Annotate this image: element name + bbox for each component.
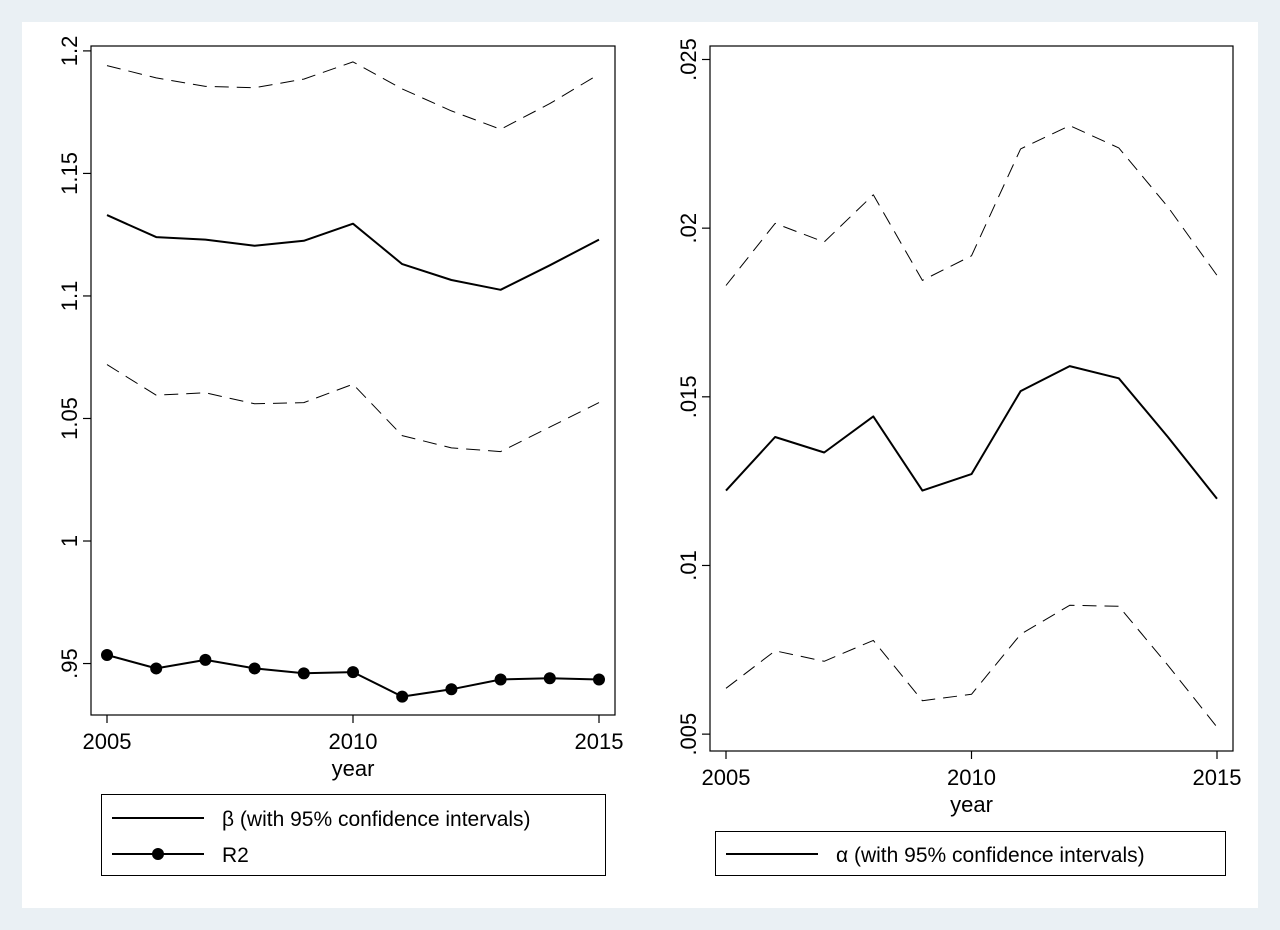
legend-entry-beta: β (with 95% confidence intervals) [102, 803, 605, 833]
y-tick-label: .95 [57, 648, 82, 679]
legend-left: β (with 95% confidence intervals) R2 [101, 794, 606, 876]
data-point [297, 667, 310, 680]
y-tick-label: .01 [676, 550, 701, 581]
data-point [593, 673, 605, 686]
y-tick-label: 1 [57, 535, 82, 547]
legend-right: α (with 95% confidence intervals) [715, 831, 1226, 876]
x-axis-label: year [332, 756, 375, 781]
legend-label-r2: R2 [222, 844, 249, 867]
series-ci-upper [106, 61, 600, 130]
legend-entry-r2: R2 [102, 839, 605, 869]
data-point [543, 672, 556, 685]
legend-key-line [112, 817, 204, 819]
legend-key-line-marker [112, 848, 204, 860]
chart-1: .95 1 1.05 1.1 1.15 1.2 2005 2010 2015 year [57, 36, 623, 781]
y-tick-label: .015 [676, 375, 701, 418]
x-tick-label: 2015 [575, 729, 624, 754]
y-tick-label: 1.1 [57, 281, 82, 312]
series-line-0 [106, 214, 600, 291]
data-point [248, 662, 261, 675]
x-tick-label: 2005 [702, 765, 751, 790]
x-axis-label: year [950, 792, 993, 817]
y-tick-label: .025 [676, 38, 701, 81]
data-point [150, 662, 163, 675]
series-ci-lower [106, 364, 600, 453]
legend-key-line [726, 853, 818, 855]
chart-2: .005 .01 .015 .02 .025 2005 2010 2015 year [676, 38, 1241, 817]
series-ci-upper [725, 125, 1218, 286]
series-ci-lower [725, 604, 1218, 728]
plot-frame [709, 45, 1234, 752]
plot-frame [90, 45, 616, 716]
figure: .95 1 1.05 1.1 1.15 1.2 2005 2010 2015 year .005.0… [22, 22, 1258, 908]
data-point [396, 690, 409, 703]
y-tick-label: .005 [676, 713, 701, 756]
y-tick-label: .02 [676, 213, 701, 244]
data-point [101, 648, 113, 661]
legend-entry-alpha: α (with 95% confidence intervals) [716, 839, 1225, 869]
legend-label-beta: β (with 95% confidence intervals) [222, 808, 531, 831]
data-point [494, 673, 507, 686]
x-tick-label: 2010 [947, 765, 996, 790]
data-point [445, 683, 458, 696]
data-point [347, 666, 359, 679]
x-tick-label: 2010 [329, 729, 378, 754]
data-point [199, 653, 212, 666]
series-line-0 [725, 365, 1218, 500]
y-tick-label: 1.15 [57, 152, 82, 195]
y-tick-label: 1.2 [57, 36, 82, 67]
y-tick-label: 1.05 [57, 397, 82, 440]
x-tick-label: 2005 [83, 729, 132, 754]
x-tick-label: 2015 [1193, 765, 1242, 790]
legend-label-alpha: α (with 95% confidence intervals) [836, 844, 1145, 867]
